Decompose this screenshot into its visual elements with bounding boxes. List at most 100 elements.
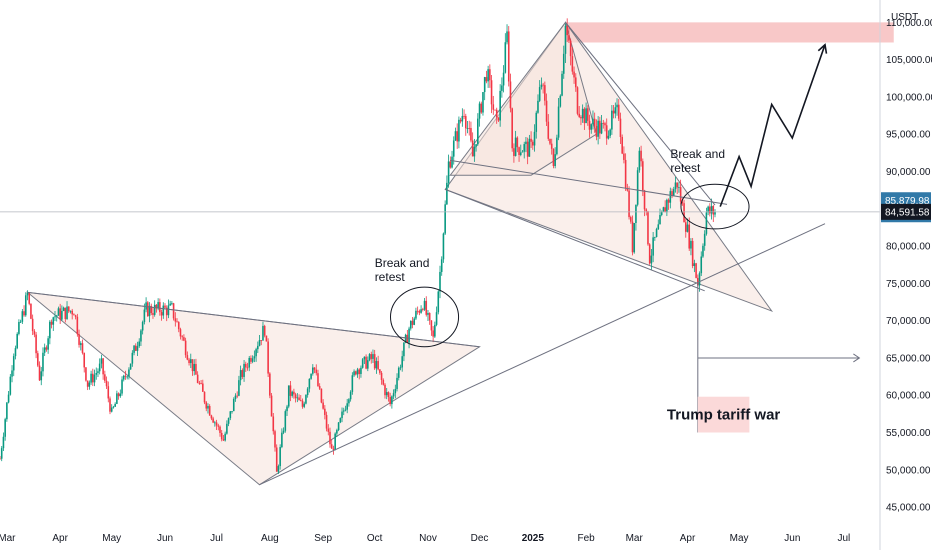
candle-body (580, 116, 582, 119)
candle (379, 369, 381, 375)
candle-body (458, 119, 460, 142)
candle (612, 104, 615, 119)
candle-body (188, 359, 190, 364)
candle (647, 210, 649, 246)
candle (368, 353, 371, 362)
candle (363, 356, 366, 365)
candle (635, 204, 637, 231)
candle (655, 227, 658, 238)
candle (599, 116, 601, 139)
candle (124, 370, 127, 380)
candle-body (597, 120, 599, 137)
candle-body (619, 118, 622, 137)
candle (471, 132, 474, 157)
candle (159, 298, 161, 316)
candle (475, 144, 477, 152)
candle (602, 119, 605, 129)
candle-body (198, 382, 201, 384)
candle-body (157, 302, 159, 309)
candle (40, 366, 43, 386)
candle (52, 316, 55, 331)
candle (576, 86, 579, 116)
candle-body (616, 104, 618, 108)
candle (370, 351, 373, 364)
candle-body (145, 302, 147, 310)
candle (208, 404, 211, 416)
candle-body (324, 408, 326, 415)
candle-body (121, 379, 123, 394)
price-tick-label: 95,000.00 (886, 130, 931, 141)
candle (21, 308, 24, 325)
candle (59, 303, 61, 324)
candle (121, 376, 123, 396)
candle (327, 424, 330, 436)
candle-body (126, 376, 128, 378)
candle-body (224, 433, 226, 441)
candle-body (62, 307, 65, 311)
price-axis[interactable]: 45,000.00 50,000.00 55,000.00 60,000.00 65,0… (886, 18, 932, 514)
candle (406, 329, 409, 343)
candle (367, 356, 369, 372)
candle (409, 320, 412, 331)
candle (164, 303, 166, 309)
resistance-zone-layer (565, 22, 894, 43)
candle-body (171, 303, 173, 305)
candle (207, 403, 209, 414)
candle-body (105, 380, 108, 387)
candle (638, 147, 641, 173)
candle (86, 380, 89, 391)
candle (172, 302, 175, 321)
candle-body (97, 371, 99, 373)
breakout-circle-1 (390, 286, 460, 348)
candle (375, 357, 378, 374)
candle-body (334, 433, 336, 451)
candle (403, 342, 405, 362)
candle (430, 320, 433, 336)
candle (544, 81, 546, 106)
candle (605, 118, 608, 145)
candle (69, 310, 72, 314)
candle (79, 341, 82, 351)
candle (262, 321, 264, 341)
time-axis[interactable]: Mar Apr May Jun Jul Aug Sep Oct Nov Dec 2025 Feb Mar… (0, 533, 850, 544)
candle (239, 365, 242, 386)
candle-body (281, 432, 283, 448)
candle (293, 388, 295, 399)
price-tick-label: 75,000.00 (886, 279, 931, 290)
candle (626, 183, 629, 192)
candle-body (110, 407, 113, 412)
candle-body (203, 391, 206, 403)
candle-body (226, 423, 228, 434)
candle (538, 80, 541, 103)
candle-body (507, 31, 510, 82)
candle (348, 398, 350, 407)
candle (633, 222, 636, 254)
support-line (259, 223, 826, 486)
candle-body (435, 312, 438, 325)
candle-body (214, 422, 216, 424)
candle (705, 207, 708, 236)
candle (179, 327, 182, 340)
candle (372, 349, 374, 363)
candle (188, 357, 190, 366)
candle (43, 343, 46, 357)
candle (50, 319, 53, 329)
candle-body (124, 375, 127, 377)
candle (322, 399, 324, 410)
candle (394, 384, 397, 399)
candle (597, 116, 599, 145)
candle-body (562, 53, 565, 74)
candle-body (79, 343, 82, 345)
candle (61, 305, 63, 321)
candle-body (592, 118, 594, 125)
candle-body (645, 209, 648, 212)
candle (540, 77, 543, 90)
candle-body (447, 161, 450, 183)
candle (456, 123, 458, 149)
candle (439, 265, 441, 299)
candle (574, 73, 577, 92)
candle-body (482, 92, 484, 113)
candle-body (623, 153, 625, 160)
candle-body (279, 447, 281, 467)
